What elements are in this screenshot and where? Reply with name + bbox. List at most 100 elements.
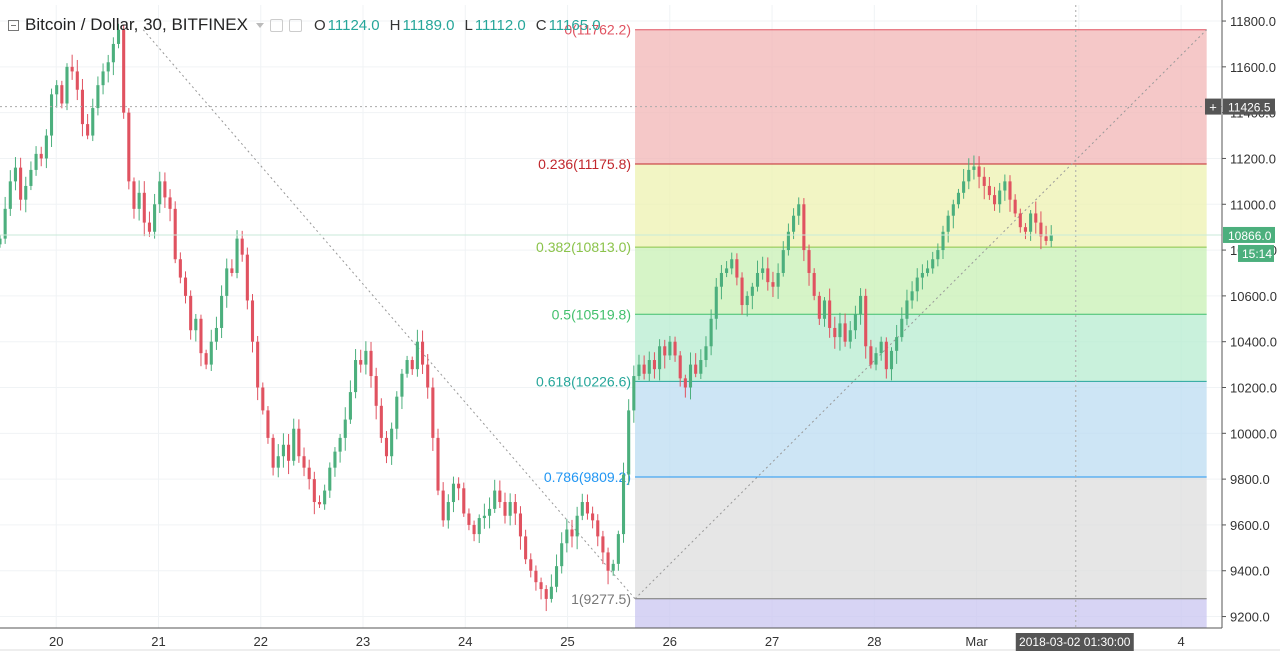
candle-body	[457, 483, 461, 489]
price-axis-label: 10866.0	[1228, 229, 1272, 243]
collapse-icon[interactable]	[8, 19, 19, 31]
candle-body	[972, 166, 976, 170]
candle-body	[967, 169, 971, 182]
price-tick-label: 11600.0	[1230, 60, 1276, 75]
candle-body	[853, 314, 857, 331]
candle-body	[539, 582, 543, 590]
candle-body	[281, 444, 285, 457]
candle-body	[992, 195, 997, 205]
price-tick-label: 9200.0	[1230, 610, 1270, 625]
candle-body	[936, 250, 940, 260]
open-value: 11124.0	[327, 16, 380, 34]
time-tick-label: 25	[560, 634, 574, 649]
candle-body	[153, 204, 157, 232]
candle-body	[951, 204, 955, 216]
candle-body	[544, 589, 548, 599]
candle-body	[354, 360, 358, 393]
candle-body	[379, 405, 383, 438]
candle-body	[884, 341, 888, 370]
candle-body	[864, 295, 868, 347]
candle-body	[441, 490, 445, 521]
time-tick-label: 28	[867, 634, 881, 649]
candle-body	[575, 515, 579, 537]
candle-body	[1008, 181, 1012, 200]
candle-body	[797, 204, 801, 216]
candle-body	[611, 563, 615, 571]
candle-body	[606, 552, 610, 571]
candle-body	[719, 272, 723, 287]
candle-body	[910, 291, 914, 301]
add-alert-glyph: +	[1209, 100, 1217, 115]
candle-body	[292, 428, 296, 461]
candle-body	[745, 295, 749, 306]
candle-body	[235, 238, 239, 273]
close-value: 11165.0	[548, 16, 601, 34]
price-tick-label: 10600.0	[1230, 289, 1277, 304]
countdown-bg	[1238, 244, 1274, 262]
candle-body	[554, 566, 559, 587]
candle-body	[400, 373, 404, 397]
fib-level-label: 0(11762.2)	[564, 22, 631, 38]
fib-level-label: 0.618(10226.6)	[536, 373, 631, 389]
eye-icon[interactable]	[269, 18, 283, 32]
fib-zone	[635, 381, 1207, 478]
candle-body	[647, 360, 651, 374]
candle-body	[482, 515, 486, 519]
fib-level-label: 1(9277.5)	[571, 591, 631, 607]
candle-body	[786, 231, 790, 251]
candle-body	[761, 268, 765, 273]
price-tick-label: 9400.0	[1230, 564, 1270, 579]
candle-body	[323, 490, 327, 505]
candle-body	[343, 419, 347, 438]
candle-body	[895, 337, 899, 351]
countdown-label: 15:14	[1242, 247, 1272, 261]
candle-body	[889, 350, 894, 370]
price-tick-label: 10400.0	[1230, 335, 1277, 350]
candle-body	[869, 346, 873, 365]
candle-body	[101, 71, 105, 86]
candle-body	[956, 192, 961, 205]
fib-zone	[635, 164, 1207, 248]
candle-body	[183, 277, 188, 296]
low-value: 11112.0	[474, 16, 526, 34]
candle-body	[106, 62, 110, 72]
settings-icon[interactable]	[288, 18, 302, 32]
candle-body	[317, 502, 322, 505]
candle-body	[173, 208, 177, 260]
candle-body	[384, 437, 389, 457]
candle-body	[204, 353, 208, 365]
candle-body	[338, 437, 342, 452]
candle-body	[915, 277, 919, 292]
candle-body	[328, 467, 332, 491]
candle-body	[518, 513, 523, 537]
candle-body	[127, 112, 131, 182]
candle-body	[792, 215, 796, 232]
candle-body	[364, 350, 368, 365]
candle-body	[91, 108, 95, 136]
high-value: 11189.0	[402, 16, 455, 34]
candle-body	[704, 346, 708, 361]
chevron-down-icon[interactable]	[255, 22, 264, 28]
candle-body	[8, 181, 12, 209]
candle-body	[591, 513, 595, 521]
candle-body	[266, 410, 270, 438]
candle-body	[601, 536, 605, 553]
candle-body	[750, 286, 754, 296]
candle-body	[627, 410, 631, 475]
candle-body	[116, 29, 121, 44]
candle-body	[374, 376, 378, 406]
candle-body	[802, 204, 806, 251]
candle-body	[168, 197, 172, 209]
candle-body	[565, 529, 569, 544]
candle-body	[637, 364, 641, 377]
price-axis-label: 11426.5	[1228, 101, 1271, 115]
candle-body	[178, 259, 182, 278]
symbol-title[interactable]: Bitcoin / Dollar, 30, BITFINEX	[25, 15, 248, 34]
candle-body	[472, 524, 476, 535]
open-key: O	[313, 16, 326, 34]
candle-body	[199, 318, 203, 354]
candle-body	[946, 215, 950, 232]
candle-body	[678, 355, 682, 379]
